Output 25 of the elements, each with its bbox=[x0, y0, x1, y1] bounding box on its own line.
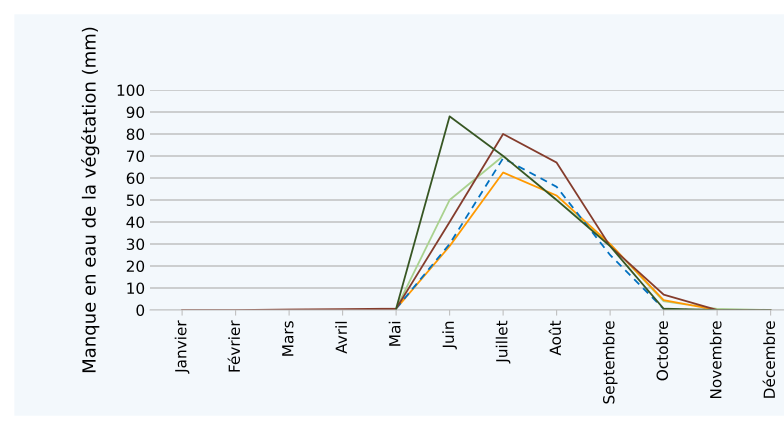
x-tick-label: Juin bbox=[442, 322, 457, 350]
y-tick-label: 50 bbox=[126, 194, 144, 206]
x-tick-label: Novembre bbox=[710, 321, 722, 398]
y-tick-label: 100 bbox=[118, 84, 144, 96]
x-tick-label: Décembre bbox=[762, 321, 776, 398]
line-series bbox=[395, 115, 772, 310]
y-tick-label: 70 bbox=[126, 150, 144, 162]
x-tick-label: Mai bbox=[388, 322, 401, 346]
y-tick-label: 20 bbox=[126, 260, 144, 272]
x-tick-label: Février bbox=[228, 320, 240, 372]
y-tick-label: 10 bbox=[127, 282, 144, 294]
y-tick-label: 60 bbox=[126, 172, 144, 184]
y-tick-label: 30 bbox=[126, 238, 144, 250]
x-tick-label: Octobre bbox=[656, 321, 668, 380]
x-tick-label: Janvier bbox=[174, 320, 190, 374]
y-tick-label: 90 bbox=[126, 106, 144, 118]
x-tick-label: Septembre bbox=[602, 321, 618, 404]
y-axis-title: Manque en eau de la végétation (mm) bbox=[81, 28, 100, 372]
y-tick-label: 80 bbox=[126, 128, 144, 140]
y-tick-label: 0 bbox=[136, 304, 144, 316]
x-tick-label: Août bbox=[548, 320, 562, 356]
x-tick-label: Juillet bbox=[496, 320, 510, 364]
y-tick-label: 40 bbox=[126, 216, 144, 228]
x-tick-label: Mars bbox=[282, 321, 294, 356]
x-tick-label: Avril bbox=[335, 322, 347, 354]
